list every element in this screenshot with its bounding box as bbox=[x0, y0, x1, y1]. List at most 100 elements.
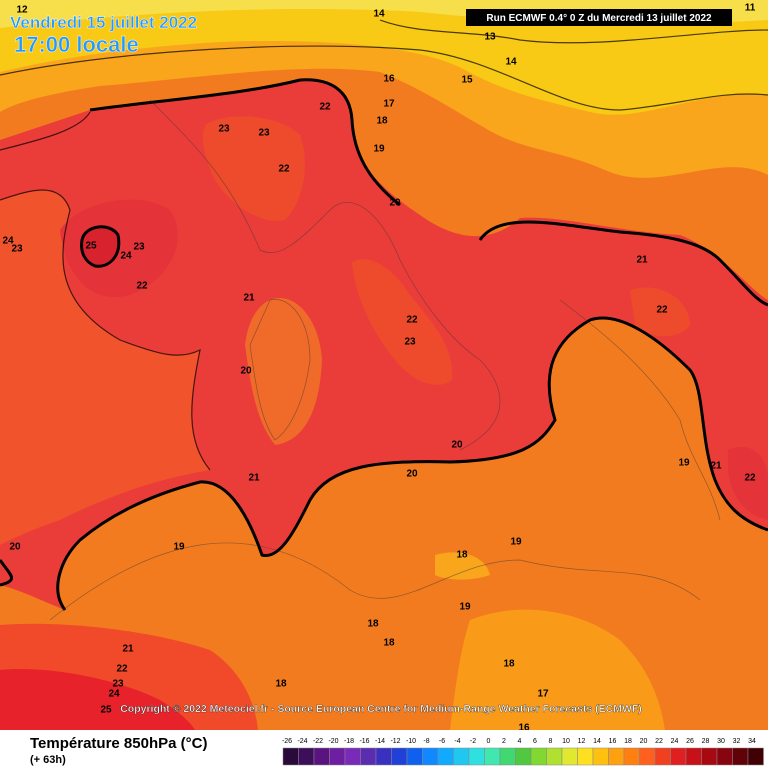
contour-label: 21 bbox=[710, 461, 722, 472]
contour-label: 18 bbox=[367, 619, 379, 630]
forecast-time: 17:00 locale bbox=[14, 32, 139, 57]
contour-label: 22 bbox=[278, 164, 290, 175]
scale-tick-label: -26 bbox=[282, 738, 292, 745]
scale-swatch bbox=[360, 747, 377, 766]
forecast-date: Vendredi 15 juillet 2022 bbox=[10, 13, 197, 32]
scale-swatch bbox=[654, 747, 671, 766]
scale-tick-label: 12 bbox=[578, 738, 586, 745]
contour-label: 22 bbox=[136, 281, 148, 292]
contour-label: 17 bbox=[383, 99, 395, 110]
contour-label: 25 bbox=[85, 241, 97, 252]
contour-label: 14 bbox=[505, 57, 517, 68]
hot-spot-italy bbox=[352, 259, 453, 385]
scale-swatch bbox=[592, 747, 609, 766]
scale-swatch bbox=[468, 747, 485, 766]
scale-swatch bbox=[546, 747, 563, 766]
contour-label: 11 bbox=[745, 3, 756, 14]
contour-label: 19 bbox=[459, 602, 471, 613]
hot-spot-greece bbox=[728, 446, 768, 520]
contour-label: 14 bbox=[373, 9, 385, 20]
scale-swatch bbox=[484, 747, 501, 766]
contour-label: 25 bbox=[100, 705, 112, 716]
scale-swatch bbox=[732, 747, 749, 766]
contour-label: 23 bbox=[404, 337, 416, 348]
contour-label: 20 bbox=[240, 366, 252, 377]
scale-swatch bbox=[701, 747, 718, 766]
scale-tick-label: 6 bbox=[533, 738, 537, 745]
scale-swatch bbox=[515, 747, 532, 766]
scale-swatch bbox=[561, 747, 578, 766]
contour-label: 21 bbox=[243, 293, 255, 304]
contour-label: 20 bbox=[451, 440, 463, 451]
contour-label: 18 bbox=[456, 550, 468, 561]
scale-swatch bbox=[391, 747, 408, 766]
mild-zone bbox=[0, 0, 768, 115]
contour-lines bbox=[0, 19, 768, 471]
scale-tick-label: 22 bbox=[655, 738, 663, 745]
hot-spot-balkans bbox=[630, 287, 690, 337]
scale-swatch bbox=[437, 747, 454, 766]
contour-label: 23 bbox=[11, 244, 23, 255]
scale-tick-label: 18 bbox=[624, 738, 632, 745]
scale-tick-label: -18 bbox=[344, 738, 354, 745]
run-box bbox=[466, 9, 732, 26]
contour-label: 21 bbox=[248, 473, 260, 484]
contour-label: 20 bbox=[406, 469, 418, 480]
run-info: Run ECMWF 0.4° 0 Z du Mercredi 13 juille… bbox=[486, 13, 712, 24]
very-hot-zone bbox=[0, 669, 195, 730]
scale-tick-label: -2 bbox=[470, 738, 476, 745]
contour-label: 22 bbox=[319, 102, 331, 113]
scale-tick-label: 28 bbox=[702, 738, 710, 745]
island-zone bbox=[245, 298, 322, 445]
contour-label: 19 bbox=[678, 458, 690, 469]
scale-tick-label: 32 bbox=[733, 738, 741, 745]
contour-label: 15 bbox=[461, 75, 473, 86]
contour-label: 23 bbox=[133, 242, 145, 253]
contour-label: 17 bbox=[537, 689, 549, 700]
scale-tick-label: 2 bbox=[502, 738, 506, 745]
scale-tick-label: 4 bbox=[518, 738, 522, 745]
scale-swatch bbox=[282, 747, 299, 766]
scale-swatch bbox=[608, 747, 625, 766]
contour-label: 23 bbox=[258, 128, 270, 139]
scale-swatch bbox=[685, 747, 702, 766]
scale-swatch bbox=[422, 747, 439, 766]
warm-west-zone bbox=[0, 190, 210, 545]
scale-swatch bbox=[329, 747, 346, 766]
scale-tick-label: -8 bbox=[423, 738, 429, 745]
scale-tick-label: -14 bbox=[375, 738, 385, 745]
scale-swatch bbox=[623, 747, 640, 766]
scale-tick-label: 10 bbox=[562, 738, 570, 745]
color-scale: -26 -24 -22 -20 -18 -16 -14 -12 -10 -8 -6 -4 -2 0 2 4 6 8… bbox=[282, 738, 764, 766]
scale-tick-label: 34 bbox=[748, 738, 756, 745]
scale-tick-label: 0 bbox=[487, 738, 491, 745]
scale-tick-label: 26 bbox=[686, 738, 694, 745]
scale-swatch bbox=[313, 747, 330, 766]
contour-label: 20 bbox=[9, 542, 21, 553]
scale-tick-label: -16 bbox=[359, 738, 369, 745]
scale-tick-label: 30 bbox=[717, 738, 725, 745]
scale-tick-label: 20 bbox=[640, 738, 648, 745]
scale-swatch bbox=[530, 747, 547, 766]
scale-tick-label: 16 bbox=[609, 738, 617, 745]
contour-label: 18 bbox=[503, 659, 515, 670]
scale-tick-label: -10 bbox=[406, 738, 416, 745]
coastlines bbox=[49, 99, 721, 621]
scale-tick-label: -6 bbox=[439, 738, 445, 745]
scale-tick-label: 24 bbox=[671, 738, 679, 745]
mild-patch bbox=[435, 552, 490, 580]
contour-label: 13 bbox=[484, 32, 496, 43]
contour-label: 21 bbox=[636, 255, 648, 266]
contour-label: 20 bbox=[389, 198, 401, 209]
contour-label: 22 bbox=[406, 315, 418, 326]
contour-label: 18 bbox=[275, 679, 287, 690]
scale-tick-label: -20 bbox=[328, 738, 338, 745]
scale-swatch bbox=[716, 747, 733, 766]
mild-south-zone bbox=[450, 609, 665, 730]
contour-label: 19 bbox=[510, 537, 522, 548]
legend-lead: (+ 63h) bbox=[30, 754, 66, 766]
contour-label: 23 bbox=[112, 679, 124, 690]
